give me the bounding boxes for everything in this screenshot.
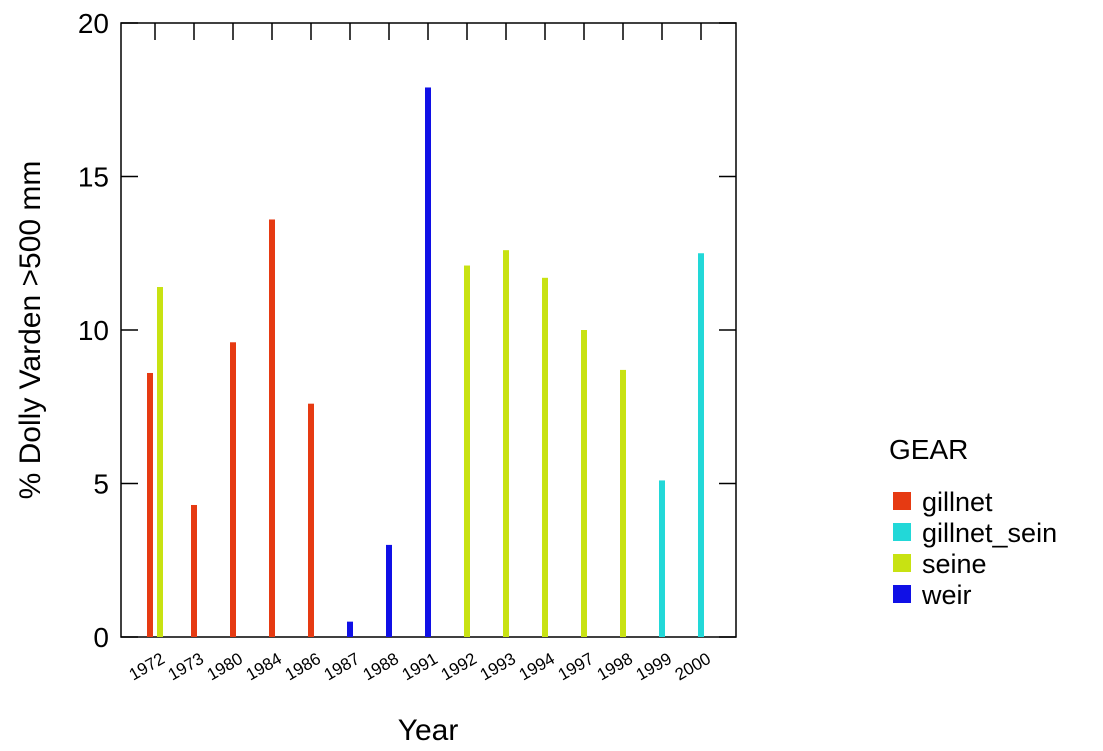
bar-gillnet	[230, 342, 236, 637]
y-axis-title: % Dolly Varden >500 mm	[14, 161, 47, 500]
bar-weir	[347, 621, 353, 637]
top-ticks	[154, 23, 702, 40]
x-tick-label: 1980	[204, 649, 246, 684]
bar-gillnet_sein	[698, 253, 704, 637]
bar-seine	[464, 265, 470, 637]
bar-gillnet	[269, 219, 275, 638]
bar-seine	[542, 277, 548, 637]
bar-seine	[503, 250, 509, 637]
x-tick-label: 1988	[360, 649, 402, 684]
bar-weir	[425, 87, 431, 638]
bar-gillnet	[147, 372, 153, 637]
bar-gillnet	[308, 403, 314, 637]
legend-label-seine: seine	[922, 549, 987, 579]
y-tick-label: 20	[78, 8, 109, 39]
bar-seine	[620, 369, 626, 637]
x-tick-label: 1998	[594, 649, 636, 684]
x-tick-label: 1972	[126, 649, 168, 684]
bar-gillnet_sein	[659, 480, 665, 637]
legend-swatch-weir	[893, 585, 911, 603]
y-tick-label: 10	[78, 315, 109, 346]
y-tick-label: 0	[93, 622, 109, 653]
legend-swatch-gillnet	[893, 492, 911, 510]
x-tick-label: 1994	[516, 649, 558, 684]
y-axis: 0 5 10 15 20	[78, 8, 736, 653]
y-tick-label: 5	[93, 469, 109, 500]
bar-seine	[157, 287, 163, 637]
x-tick-label: 1991	[399, 649, 441, 684]
x-tick-label: 1973	[165, 649, 207, 684]
y-tick-label: 15	[78, 162, 109, 193]
x-tick-label: 1999	[633, 649, 675, 684]
x-tick-label: 1997	[555, 649, 597, 684]
x-tick-label: 1986	[282, 649, 324, 684]
bar-weir	[386, 544, 392, 637]
x-axis: 1972197319801984198619871988199119921993…	[126, 649, 714, 684]
legend-label-gillnet: gillnet	[922, 487, 993, 517]
legend-label-weir: weir	[921, 580, 972, 610]
legend-swatch-seine	[893, 554, 911, 572]
bar-seine	[581, 330, 587, 637]
bar-gillnet	[191, 504, 197, 637]
x-tick-label: 1992	[438, 649, 480, 684]
x-tick-label: 1984	[243, 649, 285, 684]
legend-title: GEAR	[889, 434, 968, 465]
x-axis-title: Year	[398, 714, 459, 747]
bars	[147, 87, 704, 638]
x-tick-label: 2000	[672, 649, 714, 684]
legend-label-gillnet_sein: gillnet_sein	[922, 518, 1057, 548]
x-tick-label: 1987	[321, 649, 363, 684]
x-tick-label: 1993	[477, 649, 519, 684]
legend-swatch-gillnet_sein	[893, 523, 911, 541]
